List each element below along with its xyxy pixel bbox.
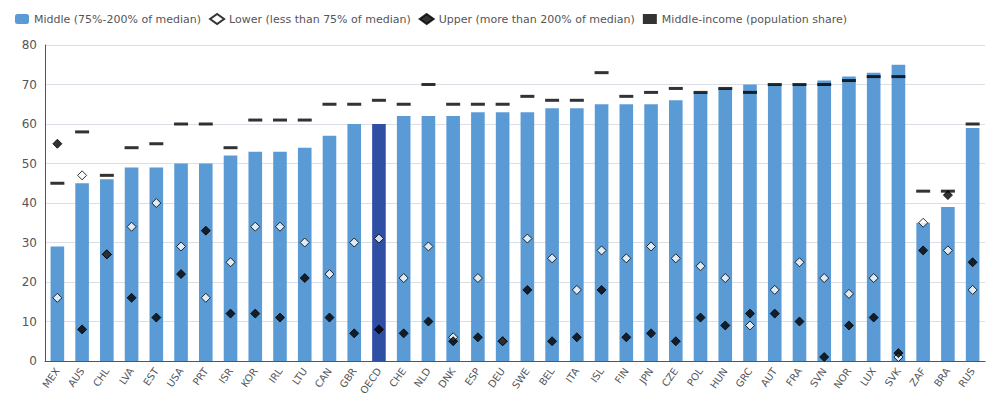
svg-text:OECD: OECD (358, 366, 384, 396)
svg-text:EST: EST (141, 365, 161, 387)
svg-text:0: 0 (29, 354, 37, 368)
svg-text:60: 60 (22, 117, 37, 131)
svg-text:50: 50 (22, 157, 37, 171)
svg-text:CHE: CHE (387, 366, 408, 389)
svg-text:BEL: BEL (537, 365, 557, 387)
svg-text:MEX: MEX (40, 366, 62, 390)
svg-text:IRL: IRL (267, 365, 285, 384)
svg-text:40: 40 (22, 196, 37, 210)
svg-text:SVN: SVN (808, 366, 829, 389)
svg-text:Lower (less than 75% of median: Lower (less than 75% of median) (229, 13, 411, 26)
svg-text:FIN: FIN (613, 366, 631, 386)
svg-text:FRA: FRA (784, 366, 804, 388)
svg-text:ITA: ITA (564, 366, 582, 385)
svg-text:20: 20 (22, 275, 37, 289)
svg-text:DNK: DNK (436, 365, 458, 389)
svg-text:ISR: ISR (217, 366, 235, 386)
svg-text:USA: USA (165, 366, 186, 389)
svg-text:80: 80 (22, 38, 37, 52)
svg-text:RUS: RUS (956, 366, 977, 389)
svg-text:10: 10 (22, 315, 37, 329)
svg-text:JPN: JPN (637, 366, 656, 387)
svg-text:Upper (more than 200% of media: Upper (more than 200% of median) (439, 13, 635, 26)
svg-text:GBR: GBR (337, 366, 358, 390)
svg-text:PRT: PRT (191, 365, 211, 387)
svg-text:POL: POL (685, 366, 705, 389)
svg-text:GRC: GRC (733, 366, 754, 390)
svg-text:DEU: DEU (486, 366, 507, 390)
svg-text:ZAF: ZAF (907, 366, 927, 388)
svg-text:LTU: LTU (290, 366, 309, 387)
svg-text:KOR: KOR (239, 366, 260, 389)
svg-text:AUS: AUS (66, 366, 87, 389)
svg-text:BRA: BRA (932, 366, 953, 389)
svg-text:SVK: SVK (883, 365, 904, 388)
svg-text:CAN: CAN (313, 366, 334, 390)
svg-text:NLD: NLD (412, 366, 433, 390)
svg-text:Middle (75%-200% of median): Middle (75%-200% of median) (34, 13, 201, 26)
svg-text:AUT: AUT (759, 365, 780, 389)
svg-text:CZE: CZE (660, 366, 681, 389)
svg-text:70: 70 (22, 78, 37, 92)
svg-text:30: 30 (22, 236, 37, 250)
svg-text:LVA: LVA (117, 366, 136, 387)
svg-text:Middle-income (population shar: Middle-income (population share) (662, 13, 847, 26)
svg-text:SWE: SWE (510, 366, 532, 391)
svg-text:ESP: ESP (463, 366, 483, 388)
svg-text:HUN: HUN (708, 366, 730, 391)
svg-text:NOR: NOR (832, 366, 854, 391)
svg-text:LUX: LUX (858, 366, 878, 388)
svg-text:CHL: CHL (91, 365, 112, 388)
svg-text:ISL: ISL (589, 365, 607, 384)
